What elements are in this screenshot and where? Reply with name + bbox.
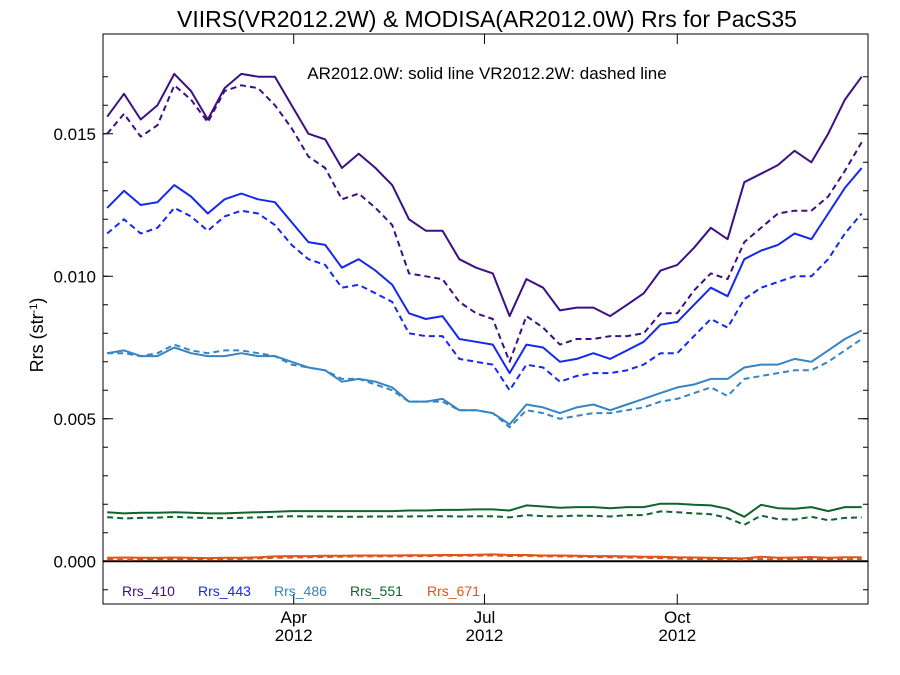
y-tick-label: 0.005 bbox=[53, 410, 96, 429]
series-line-rrs-671-solid bbox=[107, 553, 862, 560]
series-line-rrs-551-solid bbox=[107, 502, 862, 518]
x-tick-month: Oct bbox=[664, 608, 691, 627]
series-line-rrs-486-dashed bbox=[107, 338, 863, 429]
chart-title: VIIRS(VR2012.2W) & MODISA(AR2012.0W) Rrs… bbox=[177, 6, 797, 32]
y-tick-label: 0.015 bbox=[53, 125, 96, 144]
plot-frame bbox=[102, 33, 869, 605]
line-style-note: AR2012.0W: solid line VR2012.2W: dashed … bbox=[307, 64, 666, 83]
x-tick-year: 2012 bbox=[466, 626, 504, 645]
series-line-rrs-443-dashed bbox=[106, 206, 863, 392]
legend-entry-rrs-551: Rrs_551 bbox=[350, 583, 403, 599]
x-tick-year: 2012 bbox=[658, 626, 696, 645]
series-line-rrs-443-solid bbox=[106, 167, 863, 375]
x-tick-month: Jul bbox=[474, 608, 496, 627]
legend-entry-rrs-443: Rrs_443 bbox=[198, 583, 251, 599]
series-line-rrs-410-solid bbox=[106, 72, 863, 318]
x-tick-month: Apr bbox=[280, 608, 307, 627]
legend-entry-rrs-410: Rrs_410 bbox=[122, 583, 175, 599]
legend-entry-rrs-486: Rrs_486 bbox=[274, 583, 327, 599]
y-tick-label: 0.010 bbox=[53, 267, 96, 286]
legend-entry-rrs-671: Rrs_671 bbox=[427, 583, 480, 599]
y-axis-title-main: Rrs (str bbox=[27, 313, 47, 372]
series-line-rrs-410-dashed bbox=[106, 84, 863, 363]
plot-area: 0.0000.0050.0100.015Apr2012Jul2012Oct201… bbox=[53, 33, 869, 645]
y-axis-title-close: ) bbox=[27, 298, 47, 304]
y-axis-title-sup: -1 bbox=[28, 304, 40, 314]
y-axis-title: Rrs (str-1) bbox=[27, 298, 47, 373]
series-line-rrs-671-dashed bbox=[107, 554, 862, 561]
y-tick-label: 0.000 bbox=[53, 552, 96, 571]
series-line-rrs-551-dashed bbox=[107, 510, 862, 526]
x-tick-year: 2012 bbox=[275, 626, 313, 645]
